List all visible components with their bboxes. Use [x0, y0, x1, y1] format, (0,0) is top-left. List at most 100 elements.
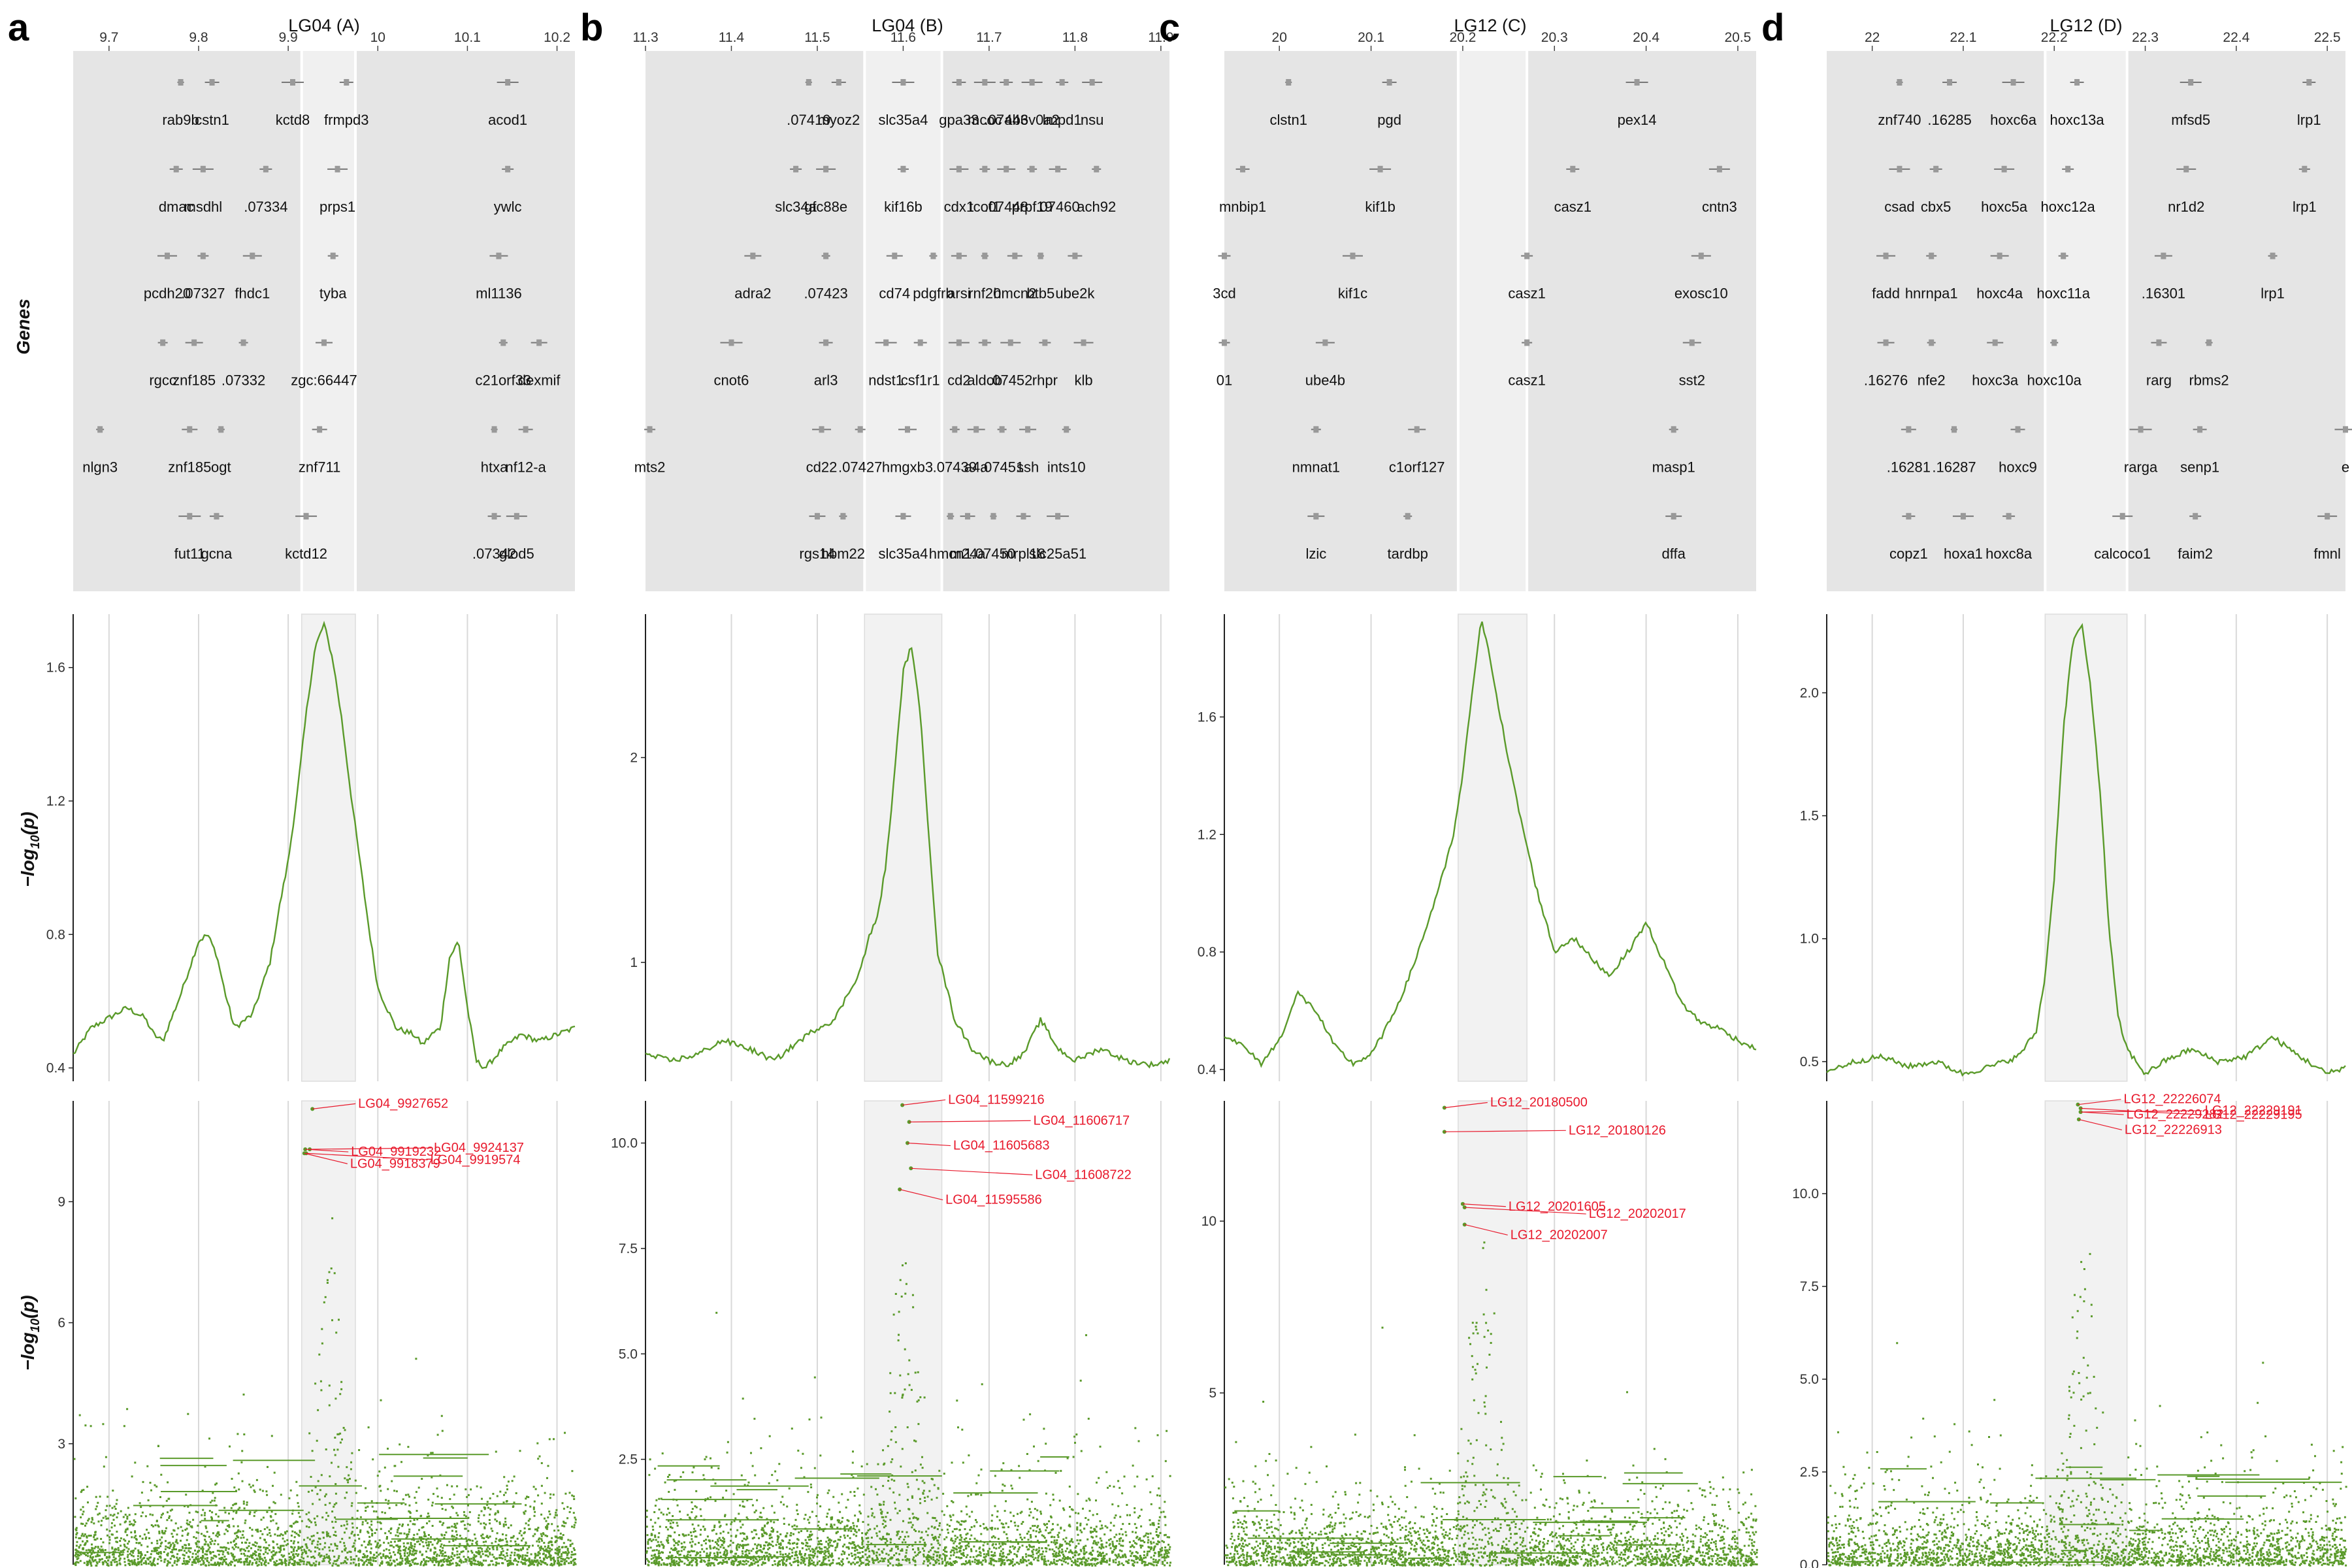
ylabel-main: −log	[18, 1332, 38, 1370]
gene-label: mrpl18	[1002, 546, 1045, 562]
gene-exon	[209, 79, 215, 86]
gene-label: aldob	[967, 372, 1002, 389]
gene-exon	[165, 252, 170, 259]
gene-exon	[947, 513, 953, 520]
signal-line	[73, 621, 576, 1070]
gene-label: hmcn1	[929, 546, 972, 562]
gene-label: pcdh20	[144, 286, 191, 302]
snp-leader	[2080, 1111, 2124, 1115]
snp-leader	[2080, 1107, 2202, 1115]
gene-exon	[982, 252, 988, 259]
snp-label: LG04_11595586	[945, 1193, 1042, 1207]
points-y-tick-label: 5.0	[1800, 1372, 1819, 1387]
x-tick-label: 11.8	[1062, 30, 1088, 45]
gene-label: .07448	[985, 199, 1028, 215]
gene-label: arl3	[814, 372, 838, 389]
gene-label: sst2	[1679, 372, 1705, 389]
gene-exon	[2006, 513, 2012, 520]
gene-label: .07419	[787, 112, 830, 128]
signal-line	[1826, 623, 2346, 1077]
snp-leader	[1462, 1203, 1506, 1207]
gene-label: .16287	[1932, 459, 1976, 475]
gene-exon	[1089, 79, 1095, 86]
gene-exon	[1007, 339, 1013, 346]
gene-label: arsi	[947, 286, 970, 302]
gene-exon	[647, 426, 653, 433]
points-y-tick-label: 7.5	[1800, 1279, 1819, 1294]
gene-label: znf185	[172, 372, 216, 389]
gene-exon	[900, 513, 906, 520]
gene-label: fadd	[1872, 286, 1900, 302]
gene-exon	[2193, 513, 2198, 520]
snp-leader	[909, 1120, 1031, 1122]
gene-label: .07460	[1036, 199, 1079, 215]
gene-label: hoxc5a	[1981, 199, 2028, 215]
line-y-tick-label: 0.8	[46, 927, 65, 942]
gene-exon	[491, 513, 497, 520]
gene-label: kif1c	[1338, 286, 1367, 302]
gene-exon	[250, 252, 255, 259]
gene-label: .16285	[1927, 112, 1971, 128]
x-tick-label: 20.4	[1633, 30, 1659, 45]
gene-exon	[263, 165, 269, 172]
gene-exon	[2156, 339, 2162, 346]
gene-label: nlgn3	[82, 459, 118, 475]
gene-exon	[187, 426, 193, 433]
gene-label: lmpd1	[1043, 112, 1082, 128]
snp-leader	[305, 1149, 349, 1152]
row-labels: Genes	[13, 299, 33, 355]
snp-leader	[2078, 1099, 2121, 1105]
gene-exon	[1671, 426, 1676, 433]
gene-exon	[905, 426, 910, 433]
gene-label: exosc10	[1674, 286, 1728, 302]
line-y-tick-label: 1.0	[1800, 932, 1819, 947]
gene-label: cdx1	[944, 199, 974, 215]
gene-exon	[2270, 252, 2276, 259]
gene-label: ssh	[1017, 459, 1039, 475]
gene-exon	[491, 426, 497, 433]
gene-exon	[1286, 79, 1292, 86]
snp-label: LG04_9919232	[351, 1145, 441, 1159]
gene-exon	[1055, 513, 1061, 520]
gene-exon	[1386, 79, 1392, 86]
snp-label: LG04_11606717	[1034, 1113, 1130, 1128]
gene-exon	[1059, 79, 1065, 86]
gene-label: cd22	[806, 459, 838, 475]
x-tick-label: 20.5	[1724, 30, 1751, 45]
gene-label: mcoc	[968, 112, 1002, 128]
gene-label: .07332	[221, 372, 265, 389]
gene-label: rgs14	[799, 546, 835, 562]
gene-exon	[344, 79, 350, 86]
points-y-tick-label: 6	[57, 1316, 65, 1331]
gene-exon	[1322, 339, 1328, 346]
gene-label: .07342	[472, 546, 516, 562]
gene-label: .16276	[1864, 372, 1908, 389]
x-tick-label: 20.3	[1541, 30, 1568, 45]
gene-exon	[793, 165, 799, 172]
gene-exon	[1570, 165, 1576, 172]
points-ylabel: −log10(p)	[18, 1295, 42, 1370]
panel-title: LG12 (C)	[1454, 16, 1526, 35]
gene-label: faim2	[2178, 546, 2213, 562]
x-tick-label: 11.3	[632, 30, 658, 45]
gene-exon	[956, 79, 962, 86]
gene-label: tardbp	[1387, 546, 1428, 562]
gene-label: znf185	[168, 459, 211, 475]
gene-exon	[836, 79, 841, 86]
gene-label: hoxc8a	[1985, 546, 2033, 562]
gene-label: pgd	[1377, 112, 1401, 128]
gene-label: glod5	[499, 546, 534, 562]
gene-label: m24a	[950, 546, 987, 562]
gene-exon	[823, 165, 829, 172]
ylabel-arg: (p)	[18, 1295, 38, 1318]
snp-label: LG04_11599216	[948, 1092, 1045, 1107]
gene-label: .07334	[244, 199, 287, 215]
gene-label: rbms2	[2189, 372, 2229, 389]
gene-label: .07443	[985, 112, 1028, 128]
gene-label: hoxc9	[1999, 459, 2037, 475]
snp-points	[73, 1217, 577, 1567]
x-tick-label: 22.3	[2132, 30, 2159, 45]
snp-leader	[900, 1188, 943, 1201]
gene-label: csad	[1884, 199, 1914, 215]
